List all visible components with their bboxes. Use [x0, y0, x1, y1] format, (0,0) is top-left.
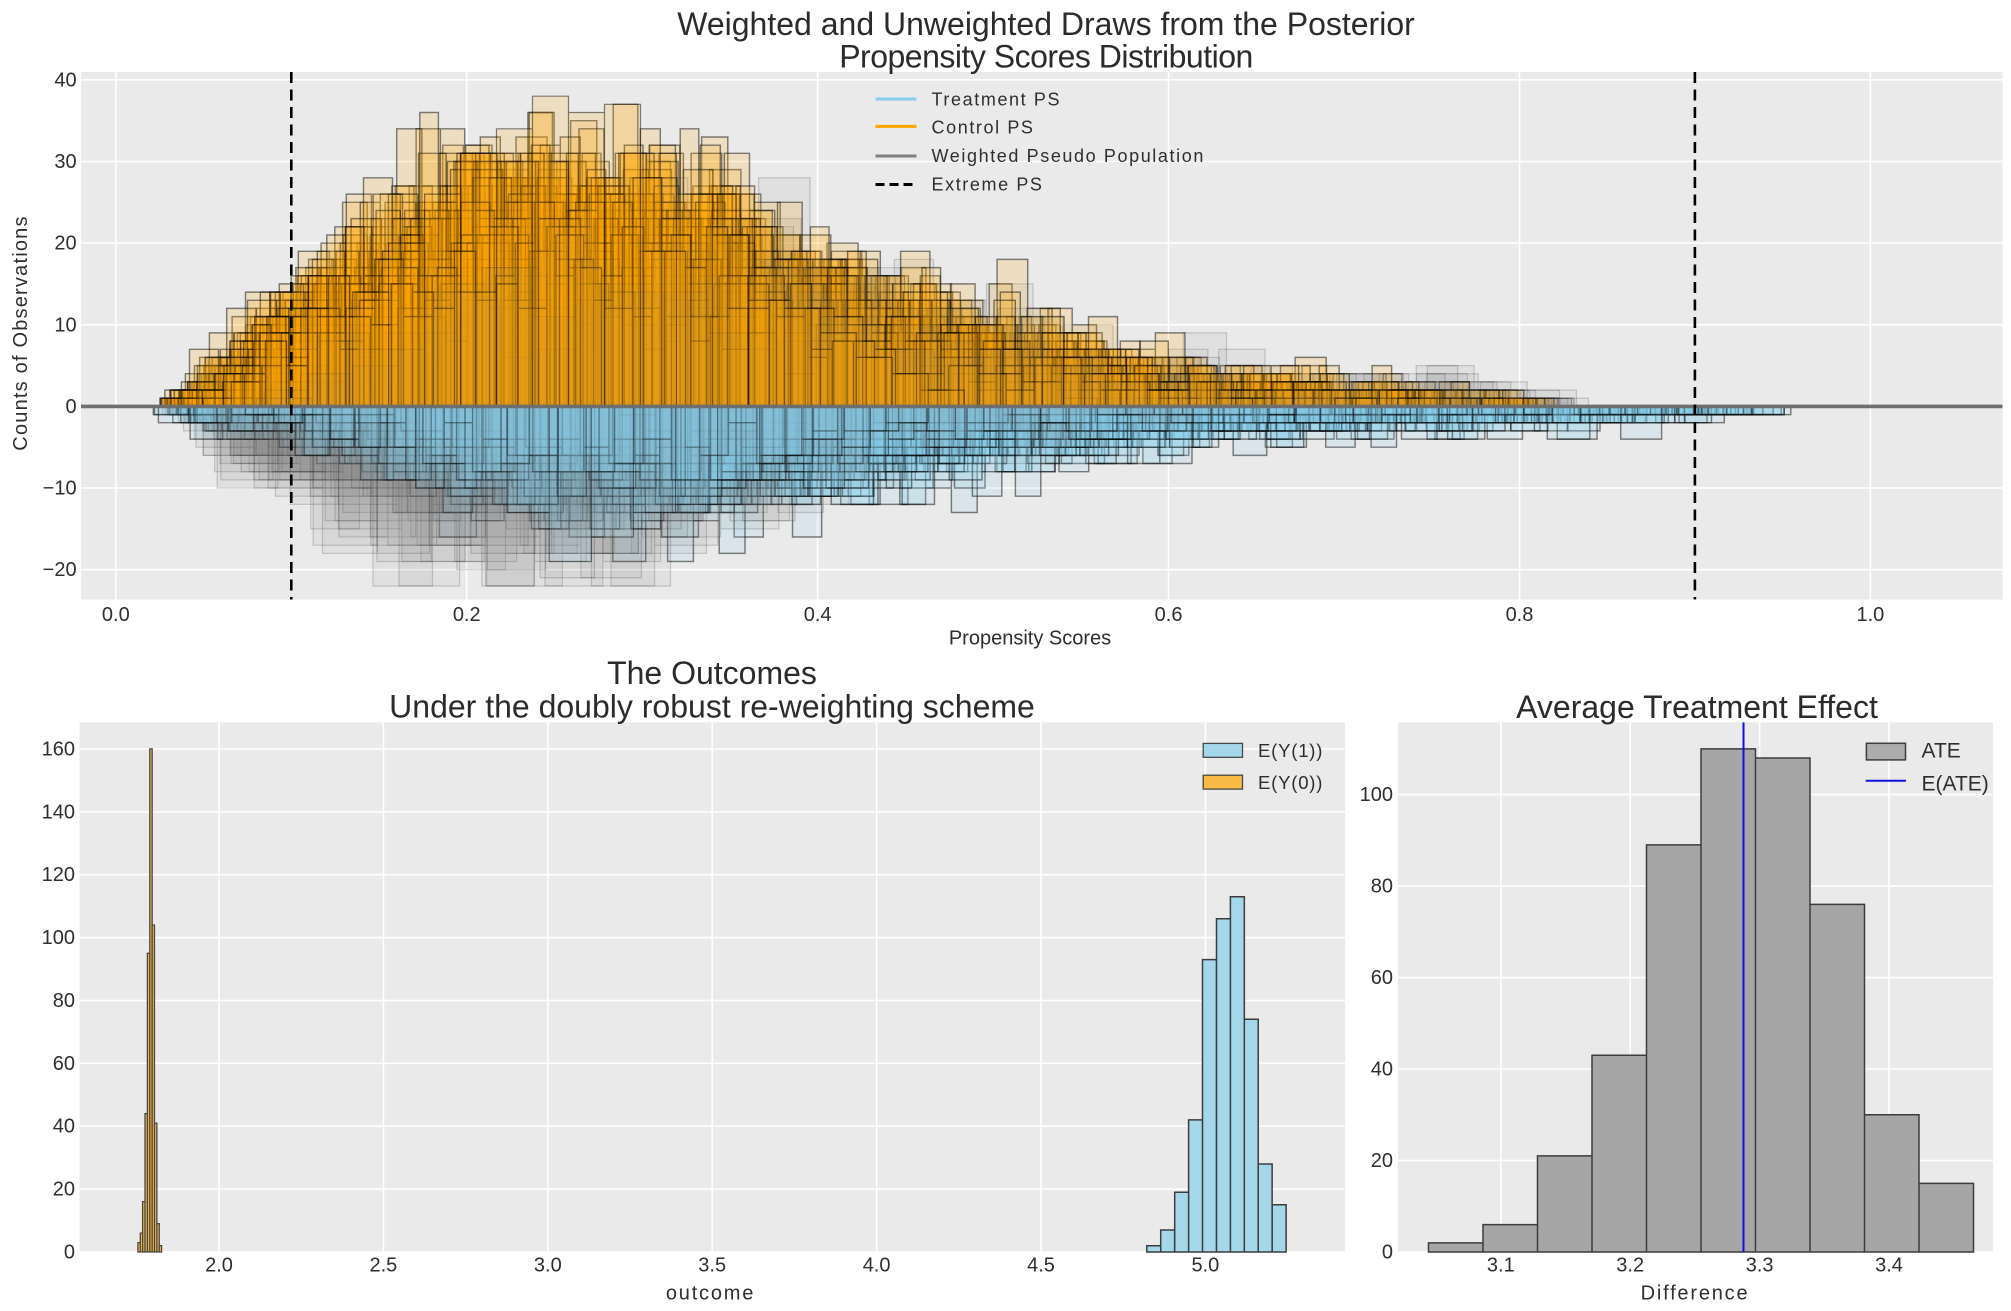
svg-text:0.4: 0.4	[804, 604, 832, 626]
svg-text:4.5: 4.5	[1027, 1255, 1055, 1277]
svg-text:3.5: 3.5	[698, 1255, 726, 1277]
svg-text:10: 10	[54, 314, 76, 336]
svg-text:140: 140	[42, 801, 75, 823]
svg-text:Difference: Difference	[1641, 1283, 1750, 1305]
svg-text:100: 100	[1360, 784, 1393, 806]
svg-text:outcome: outcome	[666, 1283, 755, 1305]
svg-text:4.0: 4.0	[863, 1255, 891, 1277]
svg-text:Extreme PS: Extreme PS	[932, 174, 1044, 194]
svg-text:0.2: 0.2	[453, 604, 481, 626]
svg-text:1.0: 1.0	[1856, 604, 1884, 626]
svg-text:80: 80	[53, 990, 75, 1012]
svg-text:Under the doubly robust re-wei: Under the doubly robust re-weighting sch…	[389, 688, 1035, 724]
svg-text:60: 60	[1371, 967, 1393, 989]
svg-text:The Outcomes: The Outcomes	[607, 655, 817, 691]
svg-text:40: 40	[1371, 1059, 1393, 1081]
svg-text:40: 40	[53, 1116, 75, 1138]
svg-text:0.0: 0.0	[102, 604, 130, 626]
svg-text:E(Y(0)): E(Y(0))	[1258, 772, 1323, 793]
svg-text:Counts of Observations: Counts of Observations	[10, 215, 32, 450]
svg-text:Weighted Pseudo Population: Weighted Pseudo Population	[932, 146, 1205, 166]
svg-text:−20: −20	[43, 559, 77, 581]
svg-text:60: 60	[53, 1053, 75, 1075]
svg-text:E(Y(1)): E(Y(1))	[1258, 740, 1323, 761]
svg-text:3.4: 3.4	[1875, 1255, 1903, 1277]
svg-text:3.2: 3.2	[1616, 1255, 1644, 1277]
svg-text:−10: −10	[43, 478, 77, 500]
svg-text:E(ATE): E(ATE)	[1922, 773, 1989, 796]
svg-text:40: 40	[54, 69, 76, 91]
svg-text:20: 20	[54, 233, 76, 255]
svg-text:3.0: 3.0	[534, 1255, 562, 1277]
svg-text:Propensity Scores Distribution: Propensity Scores Distribution	[839, 39, 1253, 75]
svg-text:160: 160	[42, 738, 75, 760]
svg-text:0.8: 0.8	[1506, 604, 1534, 626]
svg-text:100: 100	[42, 927, 75, 949]
svg-text:0: 0	[64, 1242, 75, 1264]
svg-text:2.0: 2.0	[205, 1255, 233, 1277]
svg-text:5.0: 5.0	[1191, 1255, 1219, 1277]
svg-text:2.5: 2.5	[369, 1255, 397, 1277]
svg-text:20: 20	[1371, 1150, 1393, 1172]
svg-text:Treatment PS: Treatment PS	[932, 89, 1062, 109]
svg-text:ATE: ATE	[1922, 740, 1961, 763]
svg-text:30: 30	[54, 151, 76, 173]
svg-text:3.1: 3.1	[1487, 1255, 1515, 1277]
svg-text:120: 120	[42, 864, 75, 886]
svg-text:0: 0	[1382, 1242, 1393, 1264]
svg-text:Propensity Scores: Propensity Scores	[949, 628, 1111, 650]
svg-text:20: 20	[53, 1179, 75, 1201]
svg-text:80: 80	[1371, 876, 1393, 898]
svg-text:Average Treatment Effect: Average Treatment Effect	[1516, 689, 1878, 725]
svg-text:Weighted and Unweighted Draws: Weighted and Unweighted Draws from the P…	[677, 6, 1415, 42]
svg-text:3.3: 3.3	[1746, 1255, 1774, 1277]
svg-text:Control PS: Control PS	[932, 117, 1035, 137]
svg-text:0: 0	[65, 396, 76, 418]
svg-text:0.6: 0.6	[1155, 604, 1183, 626]
